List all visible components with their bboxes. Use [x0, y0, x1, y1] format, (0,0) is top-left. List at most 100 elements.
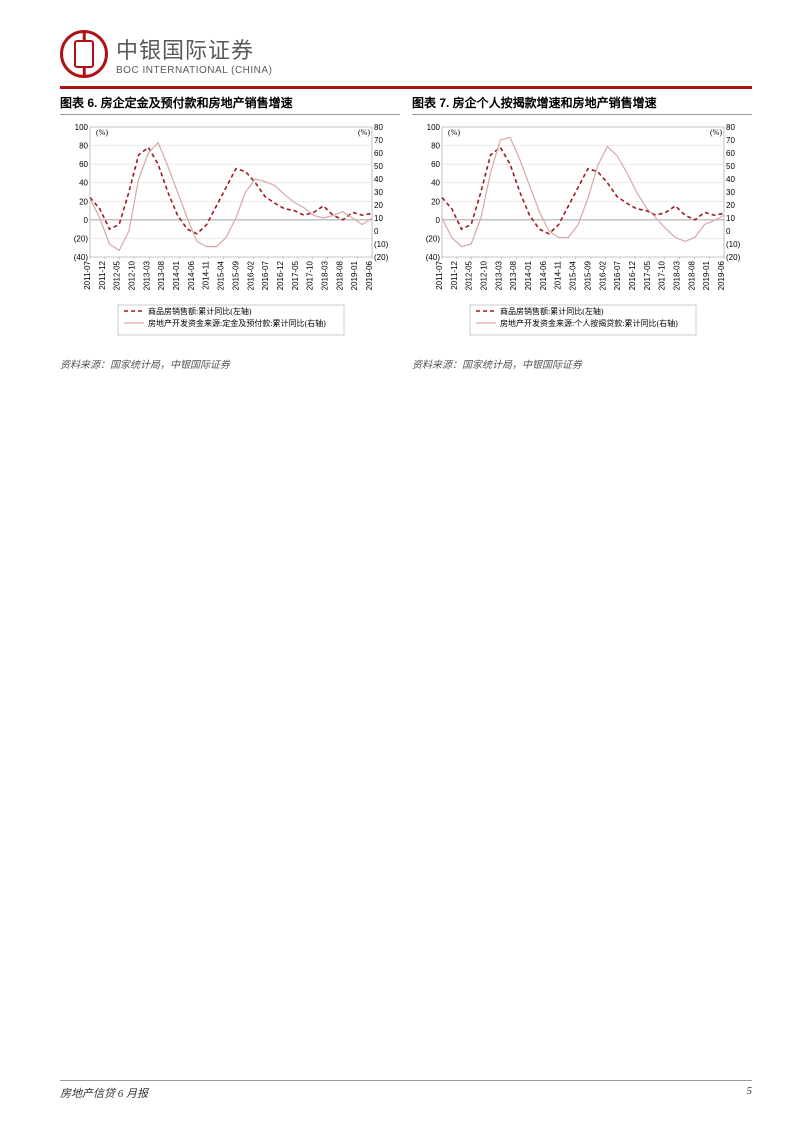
svg-text:商品房销售额:累计同比(左轴): 商品房销售额:累计同比(左轴): [500, 306, 604, 316]
footer: 房地产信贷 6 月报 5: [60, 1080, 752, 1101]
svg-text:60: 60: [374, 149, 383, 158]
svg-text:30: 30: [374, 188, 383, 197]
svg-text:60: 60: [431, 160, 440, 169]
svg-text:20: 20: [431, 197, 440, 206]
svg-text:2017-10: 2017-10: [658, 260, 667, 290]
svg-text:(%): (%): [448, 128, 460, 137]
svg-text:2013-03: 2013-03: [142, 260, 151, 290]
svg-text:30: 30: [726, 188, 735, 197]
svg-text:50: 50: [726, 162, 735, 171]
svg-text:70: 70: [726, 136, 735, 145]
header-divider: [60, 86, 752, 89]
svg-text:2018-08: 2018-08: [687, 260, 696, 290]
svg-text:2016-02: 2016-02: [246, 260, 255, 290]
svg-text:2011-12: 2011-12: [98, 260, 107, 289]
svg-text:(20): (20): [374, 253, 389, 262]
chart-6: (40)(20)020406080100(20)(10)010203040506…: [60, 117, 400, 347]
svg-text:40: 40: [431, 179, 440, 188]
svg-text:2012-10: 2012-10: [128, 260, 137, 290]
svg-text:60: 60: [79, 160, 88, 169]
svg-text:2012-10: 2012-10: [480, 260, 489, 290]
svg-text:2019-06: 2019-06: [365, 260, 374, 290]
svg-text:(%): (%): [96, 128, 108, 137]
svg-text:70: 70: [374, 136, 383, 145]
svg-text:2014-06: 2014-06: [187, 260, 196, 290]
svg-text:(%): (%): [358, 128, 370, 137]
svg-text:(10): (10): [374, 240, 389, 249]
chart-6-source: 资料来源：国家统计局，中银国际证券: [60, 356, 400, 371]
chart-7-source: 资料来源：国家统计局，中银国际证券: [412, 356, 752, 371]
svg-text:20: 20: [79, 197, 88, 206]
svg-text:20: 20: [374, 201, 383, 210]
svg-text:(10): (10): [726, 240, 741, 249]
svg-text:(20): (20): [74, 234, 89, 243]
svg-text:10: 10: [726, 214, 735, 223]
chart-7-panel: 图表 7. 房企个人按揭款增速和房地产销售增速 (40) (20) 0 20 40 60 8…: [412, 91, 752, 371]
logo-cn: 中银国际证券: [116, 33, 272, 65]
svg-text:2016-12: 2016-12: [628, 260, 637, 290]
svg-text:(%): (%): [710, 128, 722, 137]
svg-text:(20): (20): [426, 234, 441, 243]
svg-text:2016-12: 2016-12: [276, 260, 285, 290]
svg-text:60: 60: [726, 149, 735, 158]
chart-7: (40) (20) 0 20 40 60 80 100 (20) (10) 0 10 20 30 40 50 6…: [412, 117, 752, 347]
svg-text:2014-06: 2014-06: [539, 260, 548, 290]
svg-text:2011-12: 2011-12: [450, 260, 459, 289]
svg-text:2013-08: 2013-08: [157, 260, 166, 290]
svg-text:2012-05: 2012-05: [113, 260, 122, 290]
svg-text:80: 80: [79, 142, 88, 151]
logo-text: 中银国际证券 BOC INTERNATIONAL (CHINA): [116, 33, 272, 76]
charts-row: 图表 6. 房企定金及预付款和房地产销售增速 (40) (20) 0 20 40 60 80…: [60, 91, 752, 371]
svg-text:2018-03: 2018-03: [672, 260, 681, 290]
svg-text:2017-05: 2017-05: [291, 260, 300, 290]
svg-text:10: 10: [374, 214, 383, 223]
chart-6-title: 图表 6. 房企定金及预付款和房地产销售增速: [60, 91, 400, 115]
svg-text:0: 0: [84, 216, 89, 225]
svg-text:2011-07: 2011-07: [435, 260, 444, 289]
header: 中银国际证券 BOC INTERNATIONAL (CHINA): [60, 30, 752, 78]
svg-text:2019-06: 2019-06: [717, 260, 726, 290]
chart-6-panel: 图表 6. 房企定金及预付款和房地产销售增速 (40) (20) 0 20 40 60 80…: [60, 91, 400, 371]
svg-text:0: 0: [436, 216, 441, 225]
svg-text:2019-01: 2019-01: [702, 260, 711, 290]
svg-text:2014-11: 2014-11: [202, 260, 211, 289]
svg-text:(40): (40): [426, 253, 441, 262]
svg-text:80: 80: [431, 142, 440, 151]
svg-text:2015-09: 2015-09: [583, 260, 592, 290]
svg-text:房地产开发资金来源:定金及预付款:累计同比(右轴): 房地产开发资金来源:定金及预付款:累计同比(右轴): [148, 318, 326, 328]
page: 中银国际证券 BOC INTERNATIONAL (CHINA) 图表 6. 房…: [0, 0, 802, 1133]
svg-text:2018-08: 2018-08: [335, 260, 344, 290]
svg-text:(20): (20): [726, 253, 741, 262]
logo-en: BOC INTERNATIONAL (CHINA): [116, 65, 272, 76]
svg-text:40: 40: [79, 179, 88, 188]
svg-text:商品房销售额:累计同比(左轴): 商品房销售额:累计同比(左轴): [148, 306, 252, 316]
svg-text:2016-07: 2016-07: [261, 260, 270, 290]
svg-text:2015-09: 2015-09: [231, 260, 240, 290]
svg-text:100: 100: [427, 123, 441, 132]
footer-title: 房地产信贷 6 月报: [60, 1085, 148, 1101]
svg-text:2011-07: 2011-07: [83, 260, 92, 289]
svg-text:2017-10: 2017-10: [306, 260, 315, 290]
svg-text:40: 40: [726, 175, 735, 184]
svg-text:20: 20: [726, 201, 735, 210]
svg-text:50: 50: [374, 162, 383, 171]
chart-7-title: 图表 7. 房企个人按揭款增速和房地产销售增速: [412, 91, 752, 115]
svg-text:2019-01: 2019-01: [350, 260, 359, 290]
svg-text:2013-08: 2013-08: [509, 260, 518, 290]
svg-text:0: 0: [374, 227, 379, 236]
svg-text:2018-03: 2018-03: [320, 260, 329, 290]
svg-text:100: 100: [75, 123, 89, 132]
svg-text:(40): (40): [74, 253, 89, 262]
svg-text:2015-04: 2015-04: [569, 260, 578, 290]
svg-text:房地产开发资金来源:个人按揭贷款:累计同比(右轴): 房地产开发资金来源:个人按揭贷款:累计同比(右轴): [500, 318, 678, 328]
svg-text:2014-01: 2014-01: [172, 260, 181, 290]
svg-text:80: 80: [374, 123, 383, 132]
svg-text:2014-01: 2014-01: [524, 260, 533, 290]
boc-logo-icon: [60, 30, 108, 78]
svg-text:2013-03: 2013-03: [494, 260, 503, 290]
svg-text:2016-02: 2016-02: [598, 260, 607, 290]
svg-text:2015-04: 2015-04: [217, 260, 226, 290]
page-number: 5: [747, 1085, 753, 1101]
svg-text:0: 0: [726, 227, 731, 236]
svg-text:80: 80: [726, 123, 735, 132]
